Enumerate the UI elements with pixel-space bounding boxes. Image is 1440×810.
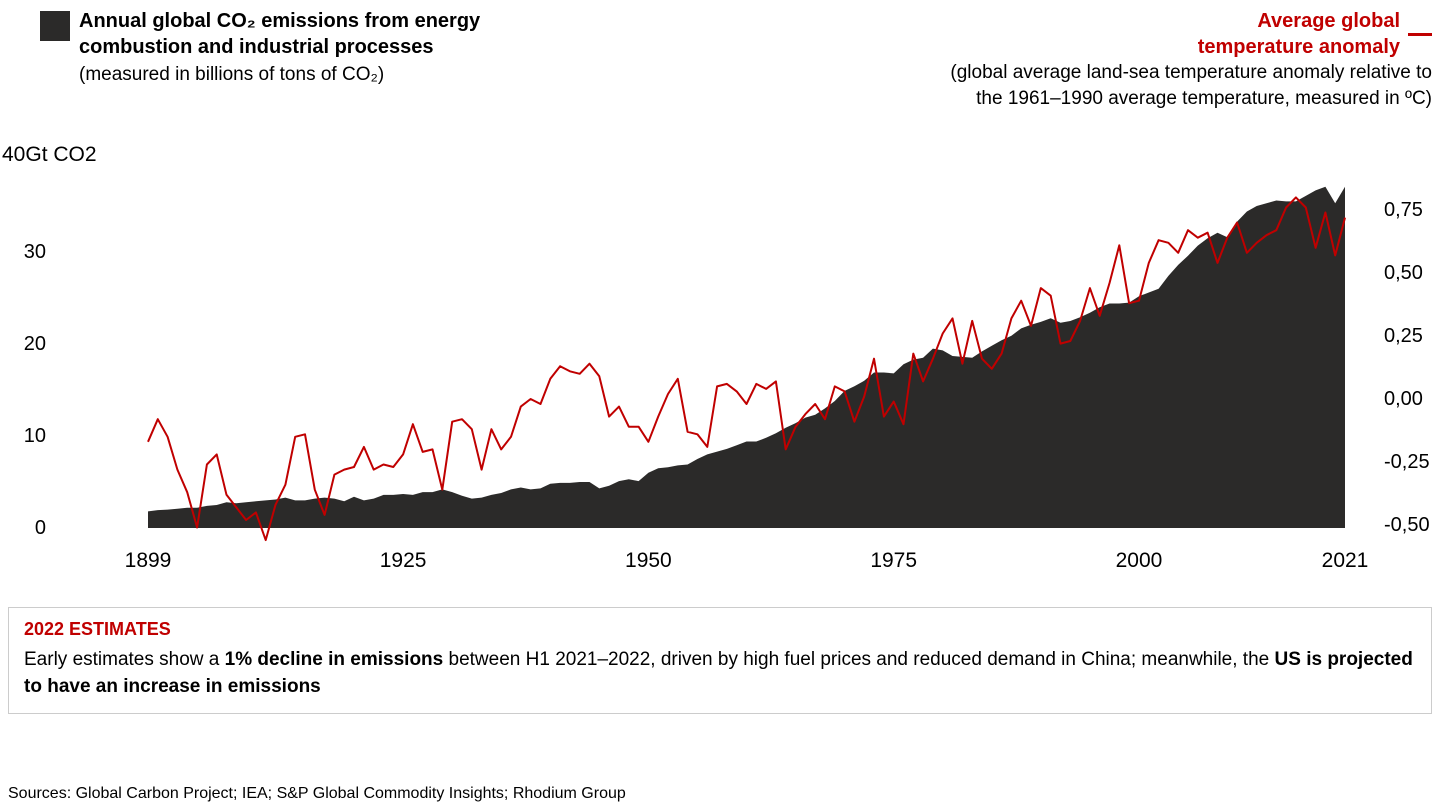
legend-temperature: Average global temperature anomaly (glob… <box>950 8 1432 112</box>
left-axis-tick: 20 <box>23 333 46 355</box>
legend-emissions: Annual global CO₂ emissions from energy … <box>40 8 480 88</box>
sources-line: Sources: Global Carbon Project; IEA; S&P… <box>8 785 626 802</box>
temperature-line <box>147 196 1346 542</box>
callout-body-bold-segment: US is projected to have an increase in e… <box>24 649 1413 697</box>
legend-emissions-text: Annual global CO₂ emissions from energy … <box>79 8 480 88</box>
callout-body-bold-segment: 1% decline in emissions <box>224 649 444 670</box>
estimates-callout: 2022 ESTIMATES Early estimates show a 1%… <box>8 607 1432 714</box>
x-axis-tick: 2021 <box>1321 549 1369 572</box>
right-axis-tick: -0,50 <box>1384 514 1430 536</box>
temperature-title: Average global temperature anomaly <box>950 8 1432 60</box>
emissions-title-line1: Annual global CO₂ emissions from energy <box>79 10 481 32</box>
right-axis-tick: 0,25 <box>1384 325 1423 347</box>
emissions-swatch <box>40 11 70 41</box>
chart: 40Gt CO2 0 10 20 30 -0,50 -0,25 0,00 0,25 0,50 0,… <box>0 140 1440 600</box>
temperature-subtitle-line1: (global average land-sea temperature ano… <box>950 62 1432 83</box>
x-axis-tick: 1950 <box>625 549 672 572</box>
x-axis-tick: 1975 <box>870 549 918 572</box>
left-axis-tick: 0 <box>34 517 46 539</box>
callout-heading: 2022 ESTIMATES <box>24 619 171 639</box>
emissions-area <box>148 186 1345 528</box>
right-axis-tick: 0,50 <box>1384 262 1423 284</box>
x-axis-tick: 1899 <box>124 549 172 572</box>
temperature-line-legend-icon <box>1408 33 1432 36</box>
left-axis-tick: 30 <box>23 241 46 263</box>
right-axis-tick: 0,00 <box>1384 388 1423 410</box>
left-axis-title: 40Gt CO2 <box>2 143 97 166</box>
right-axis-tick: 0,75 <box>1384 199 1423 221</box>
temperature-subtitle-line2: the 1961–1990 average temperature, measu… <box>976 88 1432 109</box>
left-axis-tick: 10 <box>23 425 46 447</box>
callout-body-segment: Early estimates show a <box>24 649 225 670</box>
emissions-subtitle: (measured in billions of tons of CO₂) <box>79 64 385 85</box>
x-axis-tick: 1925 <box>379 549 427 572</box>
x-axis-tick: 2000 <box>1115 549 1163 572</box>
callout-body-segment: between H1 2021–2022, driven by high fue… <box>443 649 1275 670</box>
emissions-title-line2: combustion and industrial processes <box>79 36 434 58</box>
right-axis-tick: -0,25 <box>1384 451 1430 473</box>
callout-body: Early estimates show a 1% decline in emi… <box>24 646 1416 700</box>
temperature-title-line2: temperature anomaly <box>1197 36 1400 58</box>
temperature-title-line1: Average global <box>1257 10 1400 32</box>
plot-canvas <box>147 186 1346 542</box>
